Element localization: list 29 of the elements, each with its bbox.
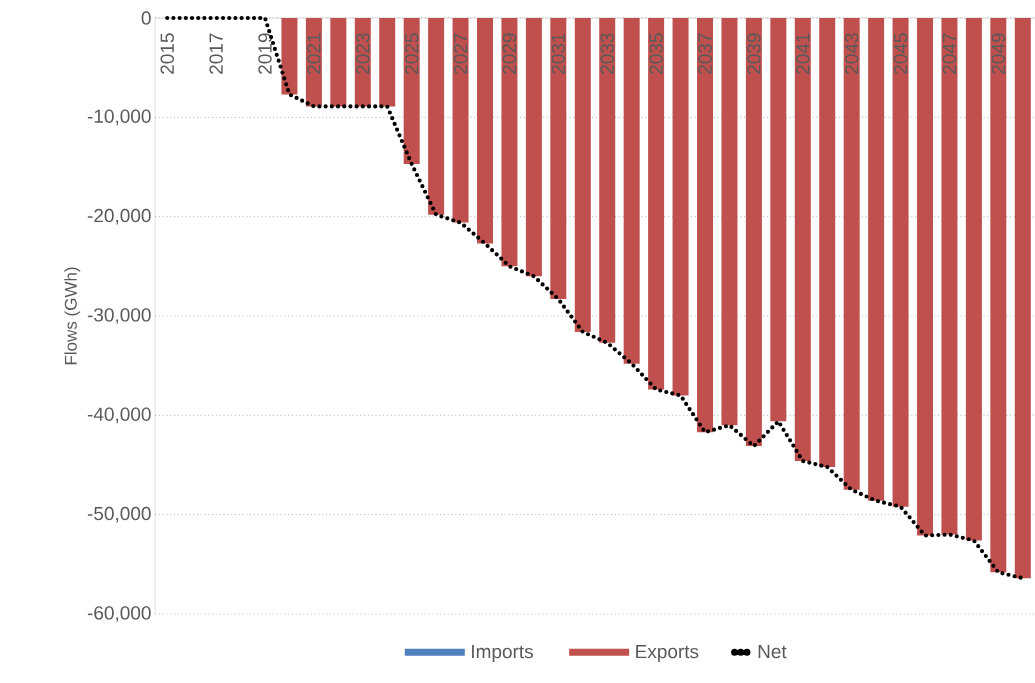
x-tick-label: 2039 [747,33,761,74]
y-tick-label: -50,000 [87,506,151,523]
legend-label: Net [758,645,787,659]
y-tick-label: -30,000 [87,308,151,324]
y-tick-label: -60,000 [87,606,151,622]
x-tick-label: 2023 [356,33,370,74]
x-tick-label: 2029 [502,33,517,74]
y-tick-label: 0 [141,11,151,25]
x-tick-label: 2037 [698,33,712,74]
y-tick-label: -20,000 [87,208,151,225]
x-tick-label: 2043 [844,33,859,74]
x-tick-label: 2017 [209,33,223,74]
x-tick-label: 2031 [551,33,566,74]
x-tick-label: 2035 [649,33,663,74]
x-tick-label: 2045 [893,33,908,74]
legend-label: Exports [636,645,699,663]
x-tick-label: 2033 [600,33,614,74]
x-tick-label: 2027 [453,33,468,74]
y-axis-title: Flows (GWh) [64,267,81,365]
x-tick-label: 2047 [942,33,957,74]
x-tick-label: 2015 [160,33,174,74]
legend-label: Imports [472,645,533,663]
y-tick-label: -10,000 [87,109,151,126]
x-tick-label: 2019 [258,33,272,74]
x-tick-label: 2025 [404,33,419,74]
x-tick-label: 2049 [991,33,1006,74]
x-tick-label: 2041 [796,33,810,74]
x-tick-label: 2021 [307,33,321,74]
y-tick-label: -40,000 [87,407,151,424]
